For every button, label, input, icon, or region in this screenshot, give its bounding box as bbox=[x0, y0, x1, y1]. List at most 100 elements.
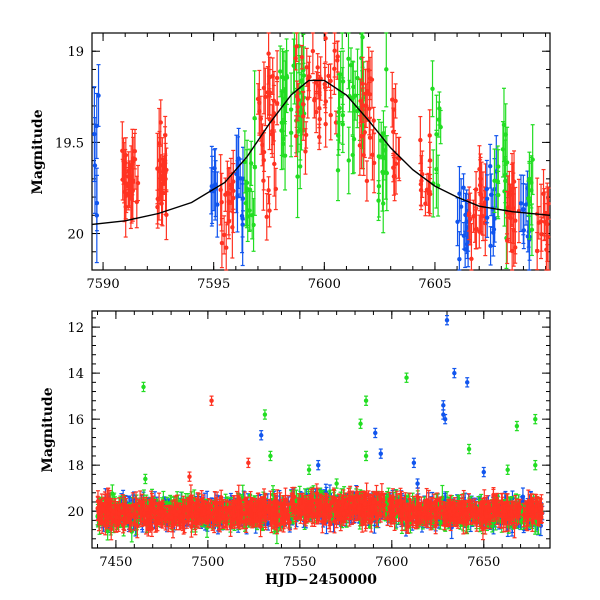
data-point bbox=[332, 48, 337, 53]
data-point bbox=[434, 166, 439, 172]
data-point bbox=[281, 136, 286, 142]
data-point bbox=[480, 214, 486, 219]
data-point bbox=[487, 164, 493, 169]
data-point bbox=[92, 163, 98, 168]
data-point bbox=[545, 234, 551, 240]
data-point bbox=[317, 105, 322, 111]
data-point bbox=[295, 174, 300, 179]
data-point bbox=[94, 200, 100, 206]
data-point bbox=[391, 107, 397, 112]
bottom-data-points bbox=[95, 315, 545, 545]
data-point bbox=[240, 196, 246, 201]
data-point bbox=[430, 86, 435, 91]
data-point bbox=[224, 245, 229, 250]
data-point bbox=[376, 198, 381, 203]
data-point bbox=[271, 110, 277, 116]
bottom-axis-ticks bbox=[92, 311, 550, 549]
data-point bbox=[295, 104, 300, 110]
data-point bbox=[303, 149, 308, 154]
data-point bbox=[465, 242, 470, 247]
data-point bbox=[297, 164, 303, 169]
x-tick-label: 7605 bbox=[418, 277, 451, 292]
data-point bbox=[360, 102, 366, 108]
data-point bbox=[358, 98, 363, 104]
data-point bbox=[335, 168, 341, 173]
data-point bbox=[504, 238, 510, 243]
data-point bbox=[469, 256, 474, 262]
y-tick-label: 19 bbox=[67, 45, 84, 60]
top-model-curve bbox=[91, 79, 551, 226]
data-point bbox=[423, 201, 428, 206]
data-point bbox=[392, 173, 397, 179]
data-point bbox=[314, 80, 319, 85]
data-point bbox=[492, 178, 497, 183]
data-point bbox=[236, 156, 241, 161]
data-point bbox=[346, 56, 351, 61]
data-point bbox=[299, 54, 305, 60]
data-point bbox=[538, 219, 544, 224]
data-point bbox=[509, 187, 515, 193]
data-point bbox=[278, 69, 283, 74]
data-point bbox=[284, 75, 290, 80]
data-point bbox=[478, 176, 483, 182]
data-point bbox=[261, 149, 267, 155]
data-point bbox=[468, 216, 473, 222]
data-point bbox=[488, 243, 493, 249]
data-point bbox=[134, 199, 140, 205]
data-point bbox=[299, 79, 304, 84]
data-point bbox=[521, 207, 526, 212]
y-tick-label: 19.5 bbox=[55, 136, 84, 151]
data-point bbox=[228, 182, 234, 188]
data-point bbox=[523, 202, 529, 207]
data-point bbox=[221, 232, 227, 238]
data-point bbox=[132, 157, 138, 162]
data-point bbox=[518, 201, 524, 206]
data-point bbox=[273, 186, 279, 192]
data-point bbox=[355, 75, 360, 81]
data-point bbox=[293, 133, 299, 139]
data-point bbox=[335, 54, 340, 59]
data-point bbox=[164, 212, 169, 218]
data-point bbox=[121, 170, 127, 175]
data-point bbox=[266, 51, 271, 56]
top-data-points bbox=[92, 32, 551, 271]
data-point bbox=[212, 166, 217, 171]
data-point bbox=[267, 208, 272, 213]
y-tick-label: 20 bbox=[67, 228, 84, 243]
data-point bbox=[457, 256, 462, 262]
data-point bbox=[390, 97, 395, 102]
data-point bbox=[317, 134, 322, 140]
data-point bbox=[323, 121, 328, 127]
data-point bbox=[471, 214, 476, 219]
data-point bbox=[371, 160, 377, 166]
data-point bbox=[501, 122, 507, 128]
data-point bbox=[384, 67, 389, 72]
data-point bbox=[160, 163, 165, 168]
data-point bbox=[126, 168, 131, 173]
data-point bbox=[264, 214, 269, 220]
data-point bbox=[223, 192, 228, 197]
x-tick-label: 7595 bbox=[197, 277, 230, 292]
data-point bbox=[244, 180, 250, 186]
data-point bbox=[263, 94, 268, 100]
data-point bbox=[336, 109, 341, 115]
data-point bbox=[226, 219, 232, 224]
data-point bbox=[226, 199, 231, 204]
data-point bbox=[371, 118, 376, 123]
top-panel: 7590 7595 7600 7605 19 19.5 20 Magnitude bbox=[30, 32, 551, 292]
data-point bbox=[323, 85, 328, 90]
data-point bbox=[301, 73, 307, 78]
data-point bbox=[300, 114, 306, 119]
data-point bbox=[360, 34, 365, 40]
data-point bbox=[458, 204, 464, 209]
data-point bbox=[128, 194, 134, 200]
data-point bbox=[427, 133, 432, 138]
data-point bbox=[513, 245, 518, 250]
data-point bbox=[267, 116, 272, 122]
top-y-axis-label: Magnitude bbox=[30, 109, 46, 194]
data-point bbox=[159, 201, 164, 206]
data-point bbox=[418, 182, 424, 187]
data-point bbox=[473, 187, 479, 192]
data-point bbox=[489, 192, 494, 198]
